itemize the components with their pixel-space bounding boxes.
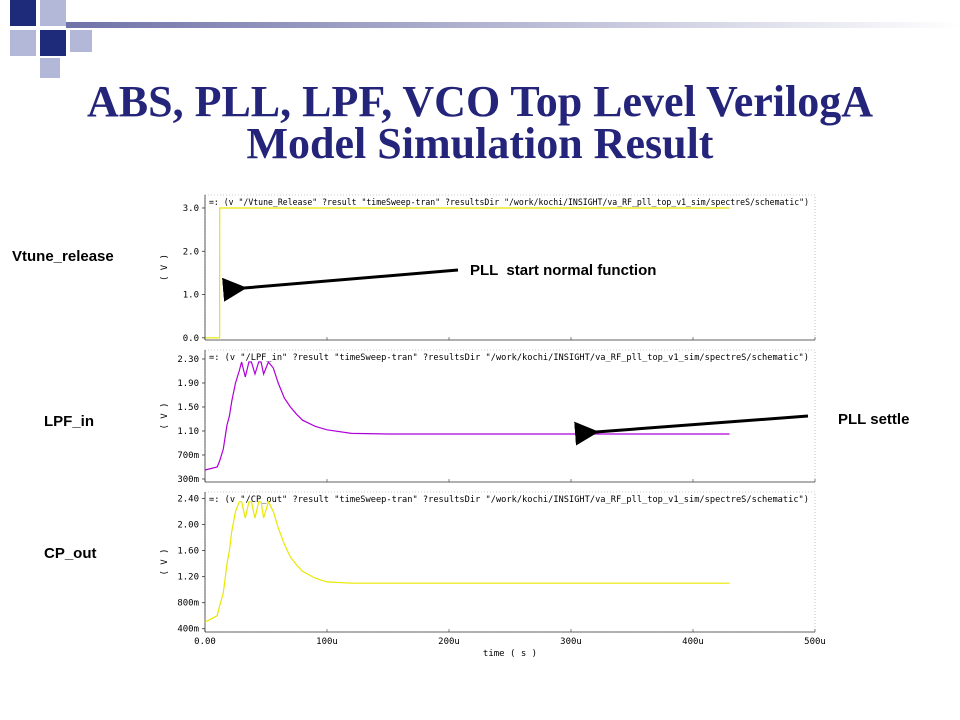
slide-title-line2: Model Simulation Result [246,119,714,168]
annotation-pll-settle: PLL settle [838,411,910,428]
cp-out-y-axis-label: ( V ) [160,548,170,575]
cp-out-x-tick-label: 200u [438,637,460,647]
decor-square-light-1 [40,0,66,26]
label-vtune-release: Vtune_release [12,248,114,265]
vtune-release-expression-label: =: (v "/Vtune_Release" ?result "timeSwee… [209,198,809,208]
lpf-in-expression-label: =: (v "/LPF_in" ?result "timeSweep-tran"… [209,353,809,363]
annotation-pll-start: PLL start normal function [470,262,657,279]
cp-out-series-line [204,500,730,623]
lpf-in-y-tick-label: 1.10 [177,427,199,437]
vtune-release-y-tick-label: 3.0 [183,204,199,214]
decor-square-dark-2 [40,30,66,56]
cp-out-expression-label: =: (v "/CP_out" ?result "timeSweep-tran"… [209,495,809,505]
x-axis-label: time ( s ) [483,649,537,659]
lpf-in-y-tick-label: 2.30 [177,355,199,365]
decor-square-dark-1 [10,0,36,26]
cp-out-x-tick-label: 400u [682,637,704,647]
lpf-in-y-tick-label: 1.50 [177,403,199,413]
arrow-pll-settle [574,414,809,446]
vtune-release-y-tick-label: 1.0 [183,291,199,301]
lpf-in-y-axis-label: ( V ) [160,402,170,429]
lpf-in-y-tick-label: 700m [177,451,199,461]
cp-out-y-tick-label: 1.20 [177,573,199,583]
lpf-in-series-line [204,360,730,471]
cp-out-y-tick-label: 1.60 [177,547,199,557]
cp-out-plot-frame [204,491,816,633]
label-lpf-in: LPF_in [44,413,95,430]
slide-title-line1: ABS, PLL, LPF, VCO Top Level VerilogA [86,77,874,126]
cp-out-x-tick-label: 300u [560,637,582,647]
lpf-in-y-tick-label: 300m [177,475,199,485]
vtune-release-y-tick-label: 2.0 [183,247,199,257]
vtune-release-plot-frame [204,194,816,341]
cp-out-x-tick-label: 0.00 [194,637,216,647]
cp-out-y-tick-label: 800m [177,599,199,609]
vtune-release-series-line [205,207,730,339]
arrow-pll-start [222,268,459,302]
title-rule [66,22,960,28]
cp-out-y-tick-label: 2.40 [177,495,199,505]
decor-square-light-2 [10,30,36,56]
lpf-in-plot-frame [204,349,816,483]
cp-out-x-tick-label: 100u [316,637,338,647]
decor-square-light-3 [70,30,92,52]
cp-out-y-tick-label: 2.00 [177,521,199,531]
cp-out-x-tick-label: 500u [804,637,826,647]
lpf-in-y-tick-label: 1.90 [177,379,199,389]
vtune-release-y-tick-label: 0.0 [183,334,199,344]
label-cp-out: CP_out [44,545,97,562]
vtune-release-y-axis-label: ( V ) [160,254,170,281]
cp-out-y-tick-label: 400m [177,625,199,635]
decor-square-light-4 [40,58,60,78]
